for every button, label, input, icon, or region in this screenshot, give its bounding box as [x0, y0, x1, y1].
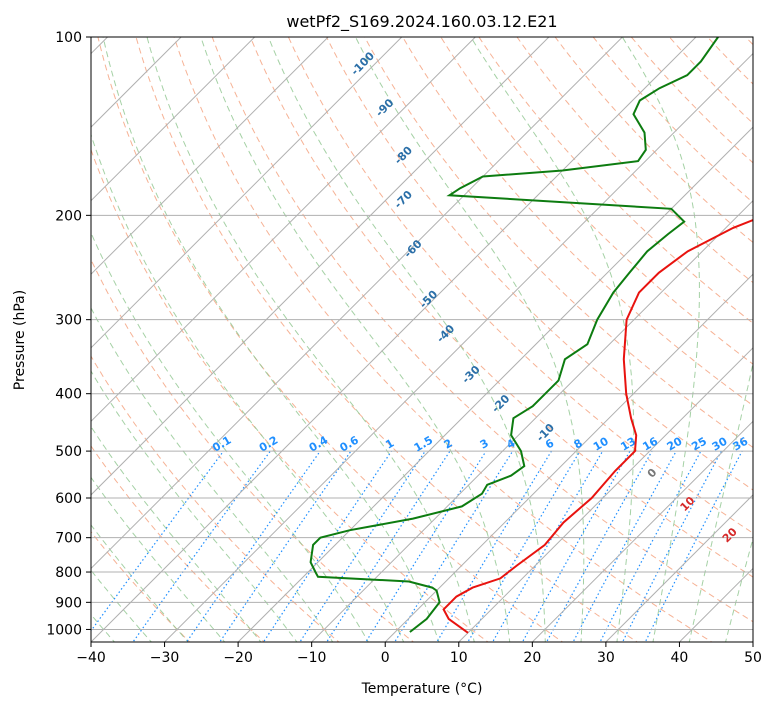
- dry-adiabat-line: [771, 24, 775, 645]
- moist-adiabat-label: -30: [459, 363, 482, 386]
- x-tick-label: 20: [523, 650, 541, 666]
- x-tick-label: 40: [671, 650, 689, 666]
- dry-adiabat-line: [320, 24, 775, 645]
- x-tick-label: −20: [223, 650, 253, 666]
- moist-adiabat-line: [201, 37, 510, 644]
- isotherm-line: [0, 37, 255, 642]
- y-ticks: 100 200 300 400 500 600 700 800 900 1000: [46, 30, 91, 638]
- moist-adiabat-line: [356, 37, 584, 644]
- moist-adiabat-label: -100: [348, 49, 377, 78]
- x-tick-label: 50: [744, 650, 762, 666]
- y-tick-label: 500: [55, 444, 82, 460]
- y-tick-label: 200: [55, 208, 82, 224]
- isotherm-line: [532, 37, 775, 642]
- plot-frame: [91, 37, 753, 642]
- moist-adiabat-label: -90: [373, 96, 396, 119]
- dry-adiabat-line: [95, 24, 566, 645]
- moist-adiabat-line: [725, 37, 775, 644]
- dry-adiabat-line: [583, 24, 775, 645]
- isotherm-line: [0, 37, 402, 642]
- dewpoint-series-line: [311, 37, 718, 632]
- mixing-ratio-line: [572, 451, 676, 644]
- moist-adiabat-label: -20: [489, 392, 512, 415]
- y-tick-label: 900: [55, 595, 82, 611]
- dry-adiabat-line: [733, 24, 775, 645]
- isotherm-line: [165, 37, 770, 642]
- moist-adiabat-line: [7, 37, 335, 644]
- dry-adiabat-line: [433, 24, 775, 645]
- moist-adiabat-line: [0, 37, 227, 644]
- isotherm-line: [238, 37, 775, 642]
- moist-adiabat-line: [761, 37, 775, 644]
- moist-adiabat-line: [103, 37, 440, 644]
- moist-adiabat-label: -60: [401, 237, 424, 260]
- dry-adiabat-label: 20: [720, 525, 740, 545]
- background-lines: [0, 24, 775, 645]
- dry-adiabat-line: [20, 24, 417, 645]
- dry-adiabat-label: 0: [645, 466, 660, 481]
- moist-adiabat-line: [622, 37, 699, 644]
- y-tick-label: 800: [55, 565, 82, 581]
- dry-adiabat-line: [245, 24, 775, 645]
- mixing-ratio-label: 2: [442, 437, 455, 452]
- moist-adiabat-label: -10: [534, 421, 557, 444]
- dry-adiabat-label: 30: [766, 553, 775, 573]
- moist-adiabat-label: -50: [417, 288, 440, 311]
- x-tick-label: −10: [297, 650, 327, 666]
- x-tick-label: 30: [597, 650, 615, 666]
- y-tick-label: 100: [55, 30, 82, 46]
- moist-adiabat-line: [66, 37, 404, 644]
- dry-adiabat-line: [358, 24, 775, 645]
- moist-adiabat-line: [471, 37, 634, 644]
- x-tick-label: 0: [381, 650, 390, 666]
- isotherm-line: [312, 37, 775, 642]
- moist-adiabat-line: [268, 37, 545, 644]
- y-tick-label: 700: [55, 531, 82, 547]
- chart-title: wetPf2_S169.2024.160.03.12.E21: [286, 12, 557, 32]
- moist-adiabat-line: [0, 37, 263, 644]
- dry-adiabat-line: [658, 24, 775, 645]
- x-axis-label: Temperature (°C): [361, 681, 483, 697]
- isotherm-line: [459, 37, 775, 642]
- y-tick-label: 600: [55, 491, 82, 507]
- mixing-ratio-line: [467, 451, 580, 644]
- isotherm-line: [753, 37, 775, 642]
- mixing-ratio-label: 3: [478, 437, 491, 452]
- moist-adiabat-line: [0, 37, 190, 644]
- isotherm-line: [91, 37, 696, 642]
- moist-adiabat-label: -40: [434, 322, 457, 345]
- dry-adiabat-line: [508, 24, 775, 645]
- dry-adiabat-line: [0, 24, 267, 645]
- mixing-ratio-line: [364, 451, 486, 644]
- x-ticks: −40 −30 −20 −10 0 10 20 30 40 50: [76, 642, 762, 666]
- moist-adiabat-label: -80: [392, 144, 415, 167]
- dry-adiabat-label: 10: [678, 494, 698, 514]
- mixing-ratio-line: [325, 451, 450, 644]
- isotherm-line: [679, 37, 775, 642]
- y-tick-label: 300: [55, 313, 82, 329]
- x-tick-label: −40: [76, 650, 106, 666]
- x-tick-label: −30: [150, 650, 180, 666]
- dry-adiabat-line: [57, 24, 491, 645]
- dry-adiabat-line: [283, 24, 775, 645]
- mixing-ratio-line: [644, 451, 742, 644]
- x-tick-label: 10: [450, 650, 468, 666]
- mixing-ratio-line: [436, 451, 552, 644]
- y-tick-label: 1000: [46, 622, 82, 638]
- y-tick-label: 400: [55, 387, 82, 403]
- moist-adiabat-line: [689, 37, 775, 644]
- dry-adiabat-line: [132, 24, 641, 645]
- dry-adiabat-line: [696, 24, 775, 645]
- y-axis-label: Pressure (hPa): [12, 290, 28, 390]
- mixing-ratio-line: [81, 451, 224, 644]
